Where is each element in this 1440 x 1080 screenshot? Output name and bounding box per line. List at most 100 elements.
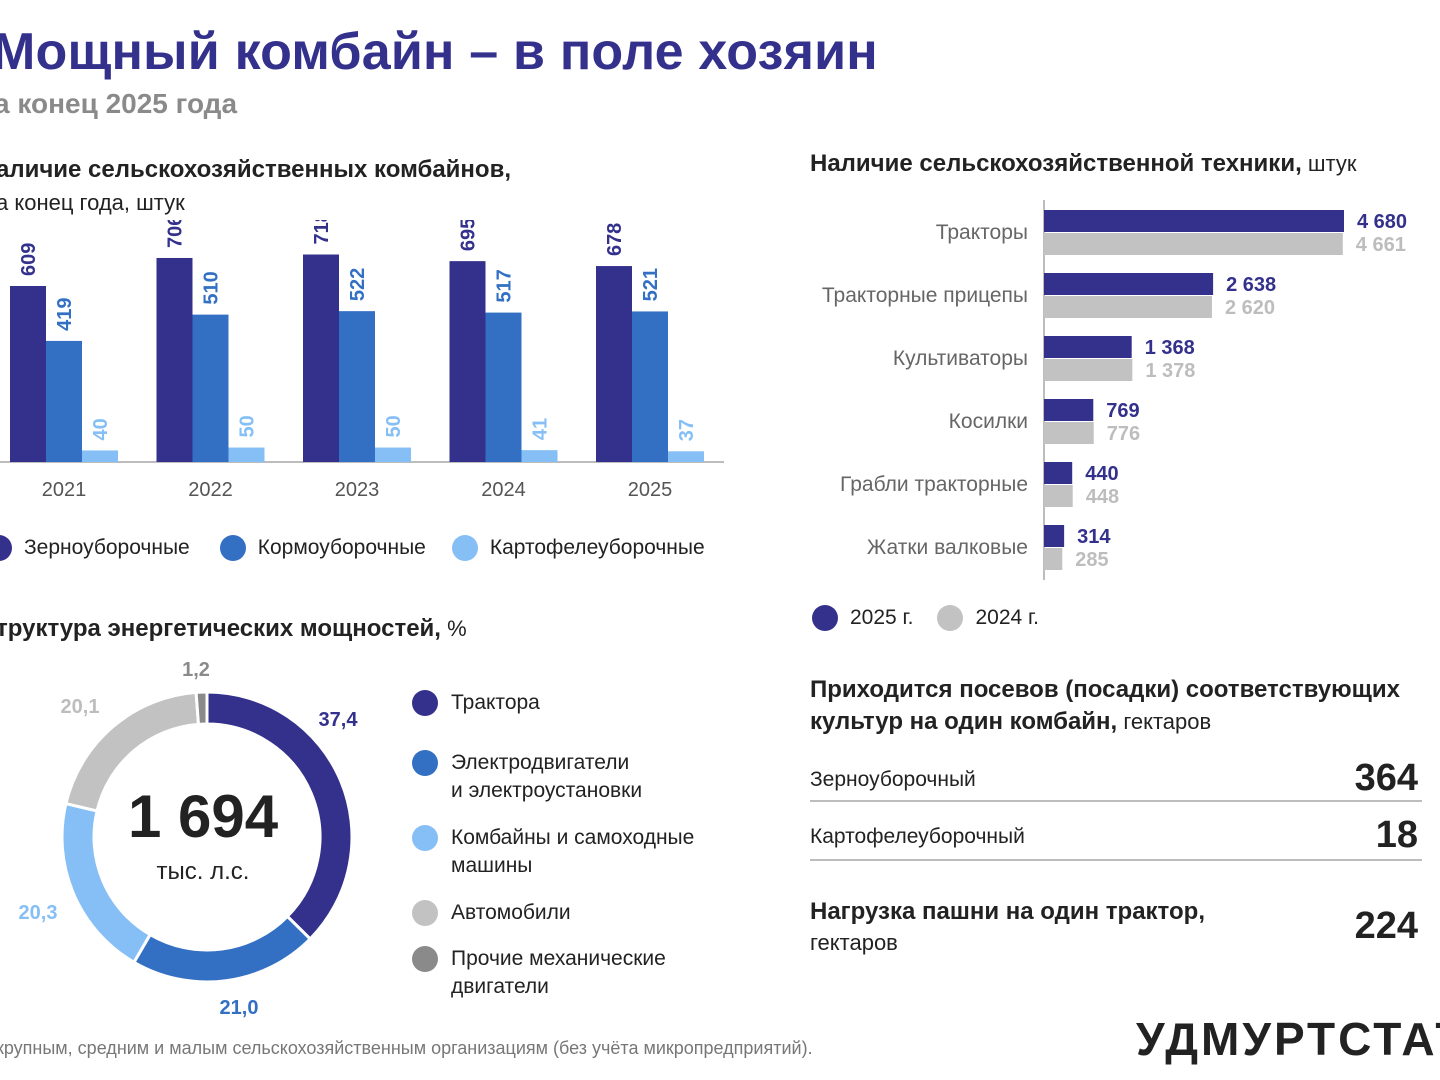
brand-logo: УДМУРТСТАТ — [1136, 1013, 1440, 1065]
data-label: 2 638 — [1226, 274, 1276, 296]
energy-legend: Трактора Электродвигатели и электроустано… — [412, 0, 742, 1080]
divider — [810, 859, 1422, 861]
x-tick-label: 2024 — [481, 479, 526, 501]
bar — [339, 311, 375, 462]
combines-legend: Зерноуборочные Кормоуборочные Картофелеу… — [0, 535, 705, 561]
bar — [521, 450, 558, 462]
data-label: 769 — [1106, 400, 1139, 422]
donut-slice — [131, 914, 313, 984]
crops-title-bold: культур на один комбайн, — [810, 708, 1118, 735]
machinery-legend: 2025 г. 2024 г. — [812, 605, 1039, 631]
bar — [596, 266, 632, 462]
x-tick-label: 2023 — [335, 479, 380, 501]
data-label: 4 661 — [1356, 234, 1406, 256]
page-subtitle: а конец 2025 года — [0, 88, 238, 119]
combines-title: аличие сельскохозяйственных комбайнов, — [0, 156, 512, 183]
data-label: 419 — [54, 298, 76, 331]
bar — [10, 286, 46, 462]
legend-item-forage: Кормоуборочные — [219, 535, 426, 561]
bar — [1044, 233, 1343, 255]
machinery-title-bold: Наличие сельскохозяйственной техники, — [810, 150, 1302, 177]
energy-center-value: 1 694 — [128, 783, 279, 850]
legend-label: двигатели — [451, 975, 549, 998]
x-tick-label: 2022 — [188, 479, 233, 501]
legend-dot — [412, 946, 438, 972]
data-label: 50 — [237, 415, 259, 437]
data-label: 510 — [201, 271, 223, 304]
legend-item-grain: Зерноуборочные — [0, 535, 190, 561]
data-label: 521 — [640, 268, 662, 301]
legend-dot — [412, 825, 438, 851]
data-label: 20,1 — [61, 696, 100, 718]
y-tick-label: Тракторы — [936, 221, 1028, 244]
data-label: 448 — [1086, 486, 1119, 508]
crops-row-value: 364 — [1354, 757, 1418, 799]
bar — [1044, 422, 1094, 444]
legend-item-tractors: Трактора — [412, 689, 540, 717]
legend-dot — [412, 900, 438, 926]
legend-item-cars: Автомобили — [412, 899, 571, 927]
legend-label: и электроустановки — [451, 779, 643, 802]
bar — [228, 447, 265, 462]
tractor-load-unit: гектаров — [810, 930, 898, 955]
bar — [1044, 548, 1063, 570]
data-label: 20,3 — [19, 902, 58, 924]
bar — [1044, 359, 1133, 381]
legend-dot — [412, 750, 438, 776]
data-label: 4 680 — [1357, 211, 1407, 233]
data-label: 21,0 — [220, 997, 259, 1019]
y-tick-label: Косилки — [949, 410, 1028, 433]
data-label: 776 — [1107, 423, 1140, 445]
legend-label: Комбайны и самоходные — [451, 826, 695, 849]
data-label: 678 — [604, 223, 626, 256]
legend-item-electric: Электродвигатели и электроустановки — [412, 749, 642, 805]
data-label: 609 — [18, 243, 40, 276]
data-label: 37 — [676, 419, 698, 441]
data-label: 718 — [311, 220, 333, 244]
legend-label: 2024 г. — [975, 606, 1039, 629]
x-tick-label: 2025 — [628, 479, 673, 501]
energy-title-bold: труктура энергетических мощностей, — [0, 615, 441, 642]
legend-item-potato: Картофелеуборочные — [451, 535, 705, 561]
crops-title-line2: культур на один комбайн, гектаров — [810, 708, 1211, 736]
legend-label: 2025 г. — [850, 606, 914, 629]
data-label: 41 — [530, 418, 552, 440]
bar — [668, 451, 704, 462]
crops-title-unit: гектаров — [1117, 709, 1212, 734]
bar — [485, 312, 522, 462]
data-label: 285 — [1075, 549, 1108, 571]
crops-title-line1: Приходится посевов (посадки) соответству… — [810, 676, 1400, 703]
energy-title: труктура энергетических мощностей, % — [0, 615, 467, 643]
crops-row-label: Картофелеуборочный — [810, 825, 1025, 848]
legend-dot — [451, 535, 478, 561]
page-title: Мощный комбайн – в поле хозяин — [0, 23, 878, 81]
bar — [1044, 296, 1212, 318]
data-label: 40 — [90, 418, 112, 440]
legend-label: Электродвигатели — [451, 751, 630, 774]
tractor-load-label: Нагрузка пашни на один трактор, — [810, 898, 1205, 925]
machinery-title: Наличие сельскохозяйственной техники, шт… — [810, 150, 1356, 178]
donut-slice — [194, 690, 209, 726]
legend-label: Кормоуборочные — [257, 536, 426, 559]
combines-subtitle: а конец года, штук — [0, 190, 185, 215]
energy-center-unit: тыс. л.с. — [156, 858, 250, 885]
legend-dot — [219, 535, 246, 561]
bar — [1044, 336, 1132, 358]
y-tick-label: Грабли тракторные — [840, 473, 1028, 496]
bar — [1044, 485, 1073, 507]
legend-label: машины — [451, 854, 533, 877]
legend-item-combines: Комбайны и самоходные машины — [412, 824, 694, 880]
bar — [46, 340, 82, 462]
data-label: 522 — [347, 268, 369, 301]
bar — [375, 447, 411, 462]
legend-item-other: Прочие механические двигатели — [412, 945, 666, 1001]
y-tick-label: Жатки валковые — [867, 536, 1028, 559]
bar — [192, 314, 229, 462]
legend-dot — [937, 605, 964, 631]
legend-item-2025: 2025 г. — [812, 605, 913, 631]
bar — [303, 254, 339, 462]
legend-dot — [0, 535, 12, 561]
divider — [810, 800, 1422, 802]
legend-label: Картофелеуборочные — [489, 536, 705, 559]
